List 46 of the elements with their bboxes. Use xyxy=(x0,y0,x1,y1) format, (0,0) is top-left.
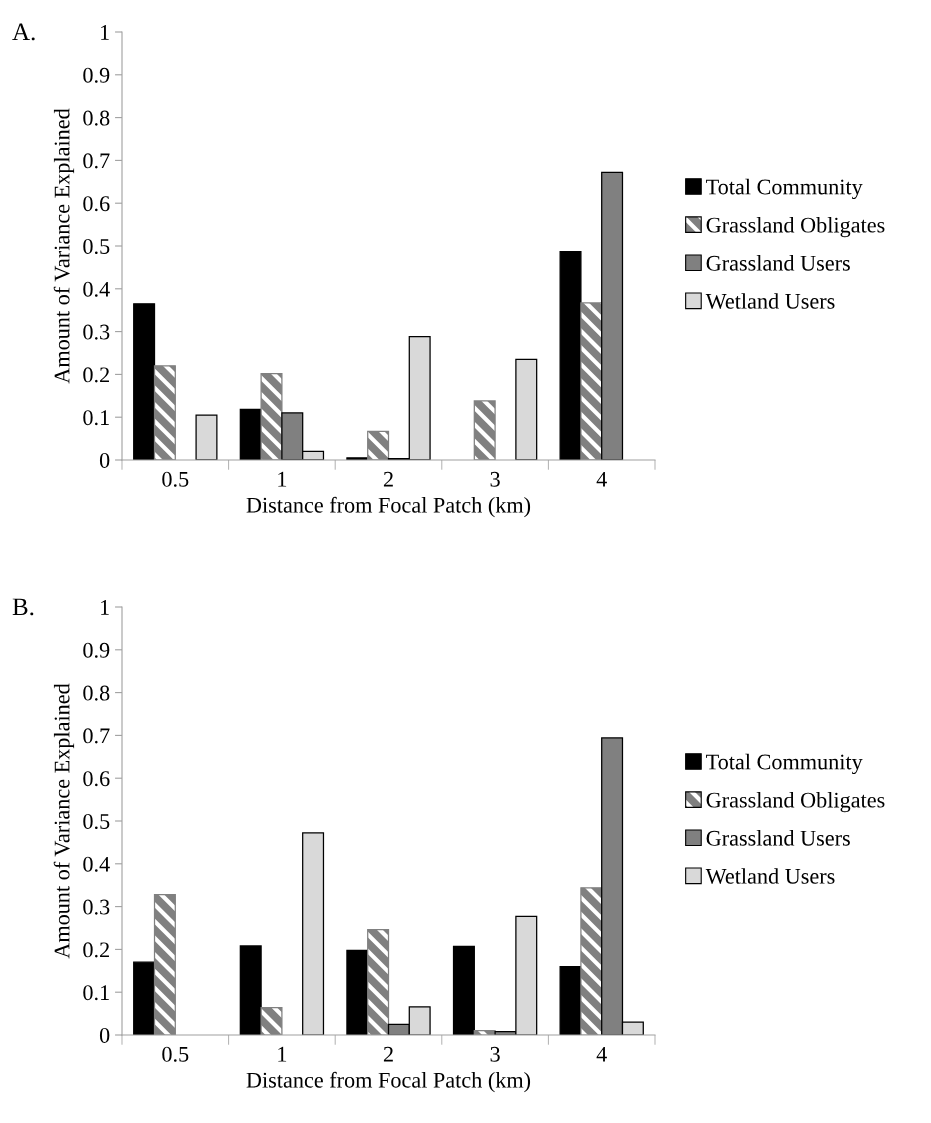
y-tick-label: 0.3 xyxy=(83,899,110,915)
x-tick-label: 1 xyxy=(278,1046,287,1062)
x-tick-label: 0.5 xyxy=(162,1046,189,1062)
y-tick-label: 0.4 xyxy=(83,281,110,297)
x-tick-label: 4 xyxy=(596,1046,607,1062)
x-tick-label: 2 xyxy=(383,1046,393,1062)
y-tick-label: 0.1 xyxy=(83,985,109,1001)
x-tick-label: 1 xyxy=(278,471,287,487)
y-tick-label: 0.6 xyxy=(83,196,110,212)
y-tick-label: 0.5 xyxy=(83,813,110,830)
y-tick-label: 0.7 xyxy=(83,728,110,744)
x-tick-label: 2 xyxy=(383,471,393,487)
legend-label: Grassland Obligates xyxy=(706,791,885,813)
x-axis-title: Distance from Focal Patch (km) xyxy=(246,496,531,518)
legend-label: Grassland Users xyxy=(706,830,850,846)
legend-label: Grassland Obligates xyxy=(706,216,885,238)
y-tick-label: 0.2 xyxy=(83,367,109,383)
y-axis-title: Amount of Variance Explained xyxy=(53,683,75,959)
y-tick-label: 0.9 xyxy=(83,67,110,83)
y-tick-label: 1 xyxy=(101,25,109,40)
x-tick-label: 4 xyxy=(596,471,607,487)
legend-label: Total Community xyxy=(706,753,863,775)
y-tick-label: 0.7 xyxy=(83,153,110,169)
y-tick-label: 0.9 xyxy=(83,642,110,658)
y-tick-label: 0 xyxy=(99,452,110,468)
y-tick-label: 0.8 xyxy=(83,685,110,701)
legend-label: Wetland Users xyxy=(705,868,835,884)
y-tick-label: 0.3 xyxy=(83,324,110,340)
legend-label: Grassland Users xyxy=(706,255,850,271)
y-tick-label: 0.2 xyxy=(83,942,109,958)
x-tick-label: 3 xyxy=(490,471,500,487)
y-tick-label: 0.4 xyxy=(83,856,110,872)
x-axis-title: Distance from Focal Patch (km) xyxy=(246,1071,531,1093)
legend-label: Total Community xyxy=(706,178,863,200)
y-tick-label: 0.6 xyxy=(83,771,110,787)
x-tick-label: 0.5 xyxy=(162,471,189,487)
y-tick-label: 1 xyxy=(101,600,109,615)
y-axis-title: Amount of Variance Explained xyxy=(53,108,75,384)
y-tick-label: 0.1 xyxy=(83,410,109,426)
chart-title: A. xyxy=(12,23,35,41)
y-tick-label: 0.5 xyxy=(83,238,110,255)
y-tick-label: 0 xyxy=(99,1027,110,1043)
x-tick-label: 3 xyxy=(490,1046,500,1062)
chart-title: B. xyxy=(12,598,34,616)
legend-label: Wetland Users xyxy=(705,293,835,309)
y-tick-label: 0.8 xyxy=(83,110,110,126)
